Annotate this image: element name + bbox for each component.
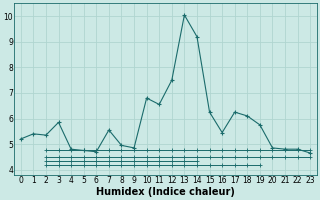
- X-axis label: Humidex (Indice chaleur): Humidex (Indice chaleur): [96, 187, 235, 197]
